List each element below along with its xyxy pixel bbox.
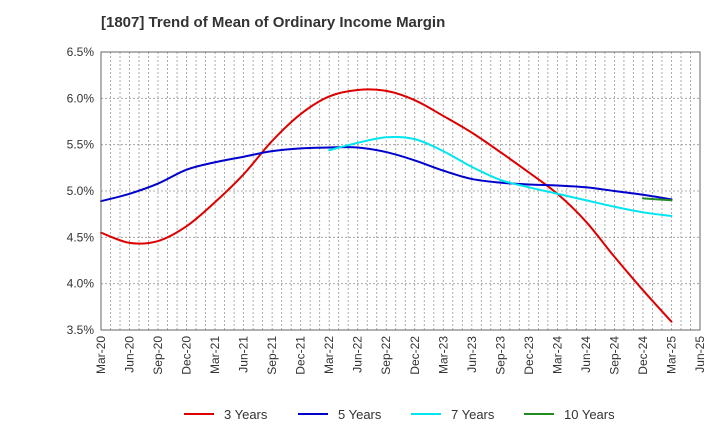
series-layer [100,88,673,323]
series-line-10-years [641,197,673,202]
y-tick-label: 3.5% [67,323,95,337]
x-tick-label: Sep-21 [265,336,279,375]
x-tick-label: Jun-25 [693,336,707,373]
x-tick-label: Jun-24 [579,336,593,373]
y-tick-label: 6.5% [67,45,95,59]
y-tick-label: 6.0% [67,91,95,105]
y-tick-label: 5.5% [67,138,95,152]
x-tick-label: Dec-21 [294,336,308,375]
series-line-5-years [100,146,673,203]
legend-label-7-years: 7 Years [451,407,495,422]
legend-label-10-years: 10 Years [564,407,615,422]
plot-frame [100,51,701,331]
x-tick-label: Dec-23 [522,336,536,375]
x-tick-label: Sep-24 [607,336,621,375]
x-tick-label: Dec-22 [408,336,422,375]
x-tick-label: Sep-23 [493,336,507,375]
x-tick-label: Jun-20 [123,336,137,373]
series-line-3-years [100,88,673,323]
x-tick-label: Mar-25 [664,336,678,374]
x-tick-label: Mar-23 [436,336,450,374]
legend-label-3-years: 3 Years [224,407,268,422]
series-line-7-years [328,135,673,218]
x-tick-label: Sep-20 [151,336,165,375]
x-tick-label: Jun-23 [465,336,479,373]
x-tick-label: Mar-24 [550,336,564,374]
y-tick-label: 5.0% [67,184,95,198]
x-tick-label: Jun-21 [237,336,251,373]
x-tick-label: Dec-24 [636,336,650,375]
x-axis-ticks: Mar-20 Jun-20 Sep-20 Dec-20 Mar-21 Jun-21 Sep-… [94,336,707,375]
x-tick-label: Jun-22 [351,336,365,373]
y-tick-label: 4.5% [67,230,95,244]
x-tick-label: Mar-20 [94,336,108,374]
x-tick-label: Sep-22 [379,336,393,375]
x-tick-label: Dec-20 [180,336,194,375]
x-tick-label: Mar-22 [322,336,336,374]
y-tick-label: 4.0% [67,277,95,291]
y-axis-ticks: 3.5% 4.0% 4.5% 5.0% 5.5% 6.0% 6.5% [67,45,95,337]
x-tick-label: Mar-21 [208,336,222,374]
chart-title: [1807] Trend of Mean of Ordinary Income … [101,14,446,31]
legend: 3 Years 5 Years 7 Years 10 Years [184,407,615,422]
legend-label-5-years: 5 Years [338,407,382,422]
